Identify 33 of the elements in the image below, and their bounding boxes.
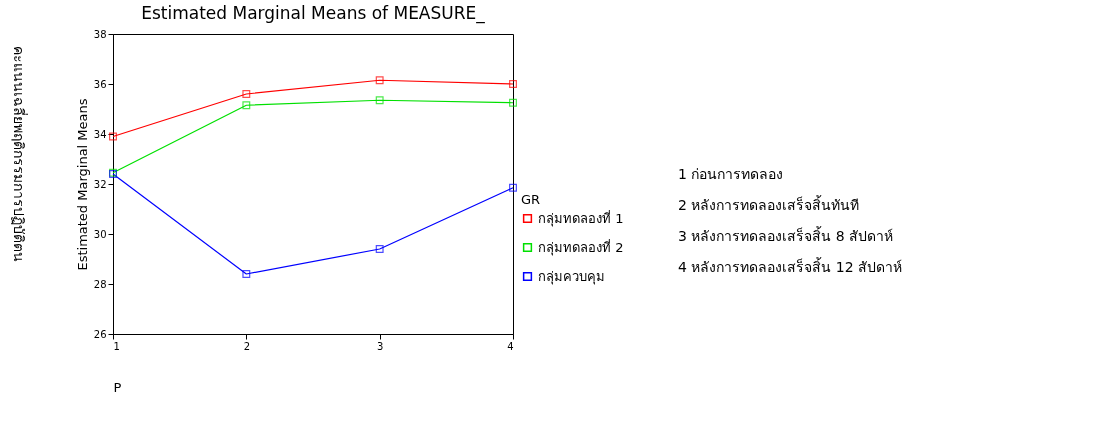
y-tick-label: 30 bbox=[93, 228, 107, 240]
x-tick-label: 1 bbox=[113, 340, 120, 352]
point bbox=[375, 76, 384, 85]
point bbox=[375, 96, 384, 105]
point bbox=[109, 132, 117, 141]
chart-title: Estimated Marginal Means of MEASURE_ bbox=[141, 3, 486, 24]
point bbox=[242, 90, 251, 98]
point bbox=[509, 80, 517, 88]
y-tick-label: 36 bbox=[93, 78, 107, 90]
point bbox=[242, 270, 251, 278]
legend-label: กลุ่มทดลองที่ 1 bbox=[538, 209, 624, 227]
y-tick-label: 38 bbox=[93, 28, 107, 40]
legend-label: กลุ่มทดลองที่ 2 bbox=[538, 238, 624, 256]
x-tick-label: 2 bbox=[243, 340, 251, 352]
point bbox=[242, 101, 251, 110]
y-tick-label: 28 bbox=[93, 278, 107, 290]
y-tick-label: 32 bbox=[93, 178, 107, 190]
y-tick-label: 26 bbox=[93, 328, 107, 340]
x-tick-label: 4 bbox=[507, 340, 514, 352]
point bbox=[509, 183, 517, 192]
text: คะแนนเฉลี่ยพฤติกรรมการปฏิบัติตน bbox=[11, 46, 28, 262]
x-axis-title: P bbox=[113, 379, 122, 395]
y-axis-title: Estimated Marginal Means bbox=[74, 98, 90, 271]
y-tick-label: 34 bbox=[93, 128, 107, 140]
point bbox=[375, 245, 384, 253]
text: 1 ก่อนการทดลอง bbox=[678, 166, 784, 182]
text: 3 หลังการทดลองเสร็จสิ้น 8 สัปดาห์ bbox=[678, 226, 894, 244]
text: 2 หลังการทดลองเสร็จสิ้นทันที bbox=[678, 195, 860, 213]
legend-title: GR bbox=[521, 192, 541, 207]
x-tick-label: 3 bbox=[376, 340, 384, 352]
legend-label: กลุ่มควบคุม bbox=[538, 268, 605, 285]
point bbox=[509, 98, 517, 107]
text: 4 หลังการทดลองเสร็จสิ้น 12 สัปดาห์ bbox=[678, 257, 903, 275]
